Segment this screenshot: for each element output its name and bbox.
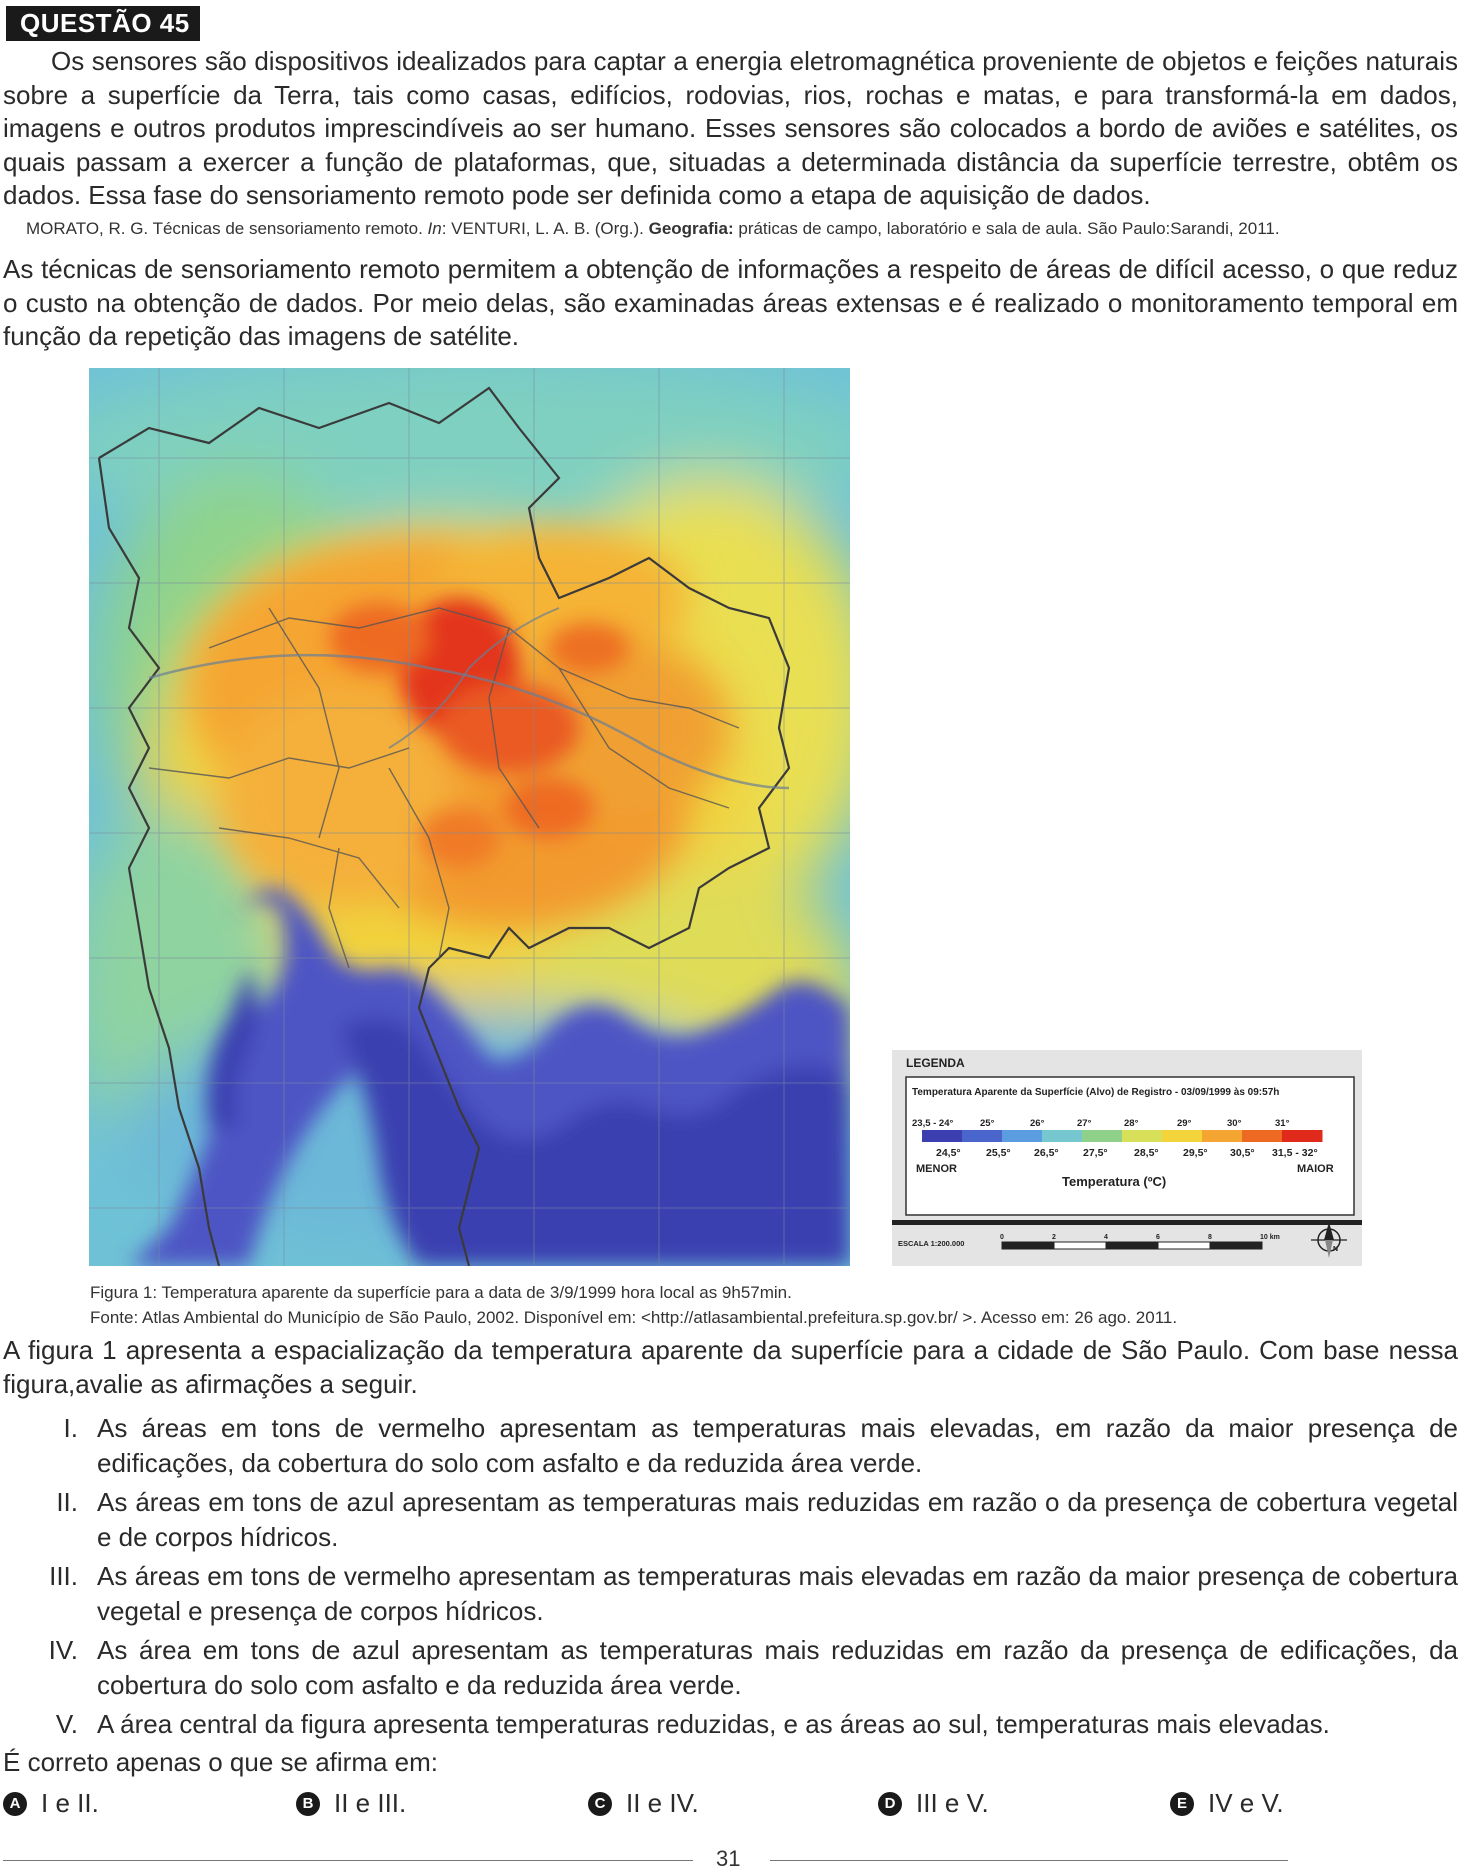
scale-tick-label: 4: [1104, 1234, 1108, 1241]
north-arrow-icon: N: [1311, 1222, 1347, 1258]
option-letter-badge: D: [878, 1791, 902, 1816]
citation-in: In: [427, 219, 442, 238]
legend-top-label: 30°: [1227, 1118, 1242, 1129]
statement-text: As áreas em tons de vermelho apresentam …: [97, 1561, 1458, 1626]
legend-top-label: 23,5 - 24°: [912, 1118, 953, 1129]
footer-rule-right: [770, 1860, 1288, 1861]
legend-bottom-label: 25,5°: [986, 1147, 1011, 1159]
scale-bar-segment: [1001, 1241, 1055, 1250]
statement-text: As áreas em tons de vermelho apresentam …: [97, 1413, 1458, 1478]
temperature-map: [89, 368, 850, 1266]
figure-caption: Figura 1: Temperatura aparente da superf…: [90, 1283, 792, 1302]
legend-top-label: 25°: [980, 1118, 995, 1129]
option-text: IV e V.: [1208, 1788, 1284, 1818]
option-letter-badge: A: [3, 1791, 27, 1816]
citation-part2: : VENTURI, L. A. B. (Org.).: [441, 219, 649, 238]
temperature-map-graphic: [89, 368, 850, 1266]
scale-bar-segment: [1157, 1241, 1211, 1250]
citation-part3: práticas de campo, laboratório e sala de…: [733, 219, 1280, 238]
option-text: II e III.: [334, 1788, 407, 1818]
option-a[interactable]: A I e II.: [3, 1788, 99, 1819]
scale-bar-segment: [1209, 1241, 1263, 1250]
statement-text: As áreas em tons de azul apresentam as t…: [97, 1487, 1458, 1552]
legend-top-label: 26°: [1030, 1118, 1045, 1129]
question-label: QUESTÃO 45: [6, 6, 200, 41]
scale-tick-label: 6: [1156, 1234, 1160, 1241]
legend-top-label: 31°: [1275, 1118, 1290, 1129]
option-letter-badge: C: [588, 1791, 612, 1816]
option-letter-badge: E: [1170, 1791, 1194, 1816]
legend-bottom-label: 27,5°: [1083, 1147, 1108, 1159]
legend-color-swatch: [1082, 1130, 1123, 1142]
option-d[interactable]: D III e V.: [878, 1788, 989, 1819]
scale-bar-segment: [1105, 1241, 1159, 1250]
option-b[interactable]: B II e III.: [296, 1788, 406, 1819]
option-text: I e II.: [41, 1788, 99, 1818]
statement-number: I.: [63, 1413, 78, 1443]
paragraph-question: A figura 1 apresenta a espacialização da…: [3, 1335, 1458, 1399]
scale-tick-label: 2: [1052, 1234, 1056, 1241]
option-c[interactable]: C II e IV.: [588, 1788, 699, 1819]
figure-source: Fonte: Atlas Ambiental do Município de S…: [90, 1308, 1178, 1327]
legend-axis-label: Temperatura (ºC): [1062, 1174, 1166, 1189]
legend-top-label: 29°: [1177, 1118, 1192, 1129]
paragraph-techniques: As técnicas de sensoriamento remoto perm…: [3, 254, 1458, 351]
statement-text: As área em tons de azul apresentam as te…: [97, 1635, 1458, 1700]
legend-top-label: 27°: [1077, 1118, 1092, 1129]
footer-rule-left: [3, 1860, 693, 1861]
paragraph-intro: Os sensores são dispositivos idealizados…: [3, 46, 1458, 210]
legend-color-swatch: [1242, 1130, 1283, 1142]
north-label: N: [1333, 1246, 1338, 1253]
statement-number: IV.: [48, 1635, 78, 1665]
scale-tick-label: 0: [1000, 1234, 1004, 1241]
map-legend: LEGENDA Temperatura Aparente da Superfíc…: [892, 1050, 1362, 1266]
legend-title: LEGENDA: [906, 1056, 965, 1070]
legend-graphic: LEGENDA Temperatura Aparente da Superfíc…: [892, 1056, 1362, 1258]
scale-tick-label: 10 km: [1260, 1234, 1280, 1241]
answer-prompt: É correto apenas o que se afirma em:: [3, 1747, 439, 1777]
legend-subtitle: Temperatura Aparente da Superfície (Alvo…: [912, 1087, 1279, 1098]
statement-number: III.: [49, 1561, 78, 1591]
legend-color-swatch: [1202, 1130, 1243, 1142]
legend-color-swatch: [962, 1130, 1003, 1142]
legend-color-swatch: [1122, 1130, 1163, 1142]
legend-bottom-label: 30,5°: [1230, 1147, 1255, 1159]
scale-bar-segment: [1053, 1241, 1107, 1250]
legend-bottom-label: 24,5°: [936, 1147, 961, 1159]
legend-color-swatch: [1042, 1130, 1083, 1142]
statement-number: II.: [56, 1487, 78, 1517]
legend-bottom-label: 28,5°: [1134, 1147, 1159, 1159]
legend-color-swatch: [1162, 1130, 1203, 1142]
statement-number: V.: [55, 1709, 78, 1739]
statement-text: A área central da figura apresenta tempe…: [97, 1709, 1330, 1739]
citation-part1: MORATO, R. G. Técnicas de sensoriamento …: [26, 219, 428, 238]
scale-tick-label: 8: [1208, 1234, 1212, 1241]
legend-min-label: MENOR: [916, 1163, 957, 1175]
legend-max-label: MAIOR: [1297, 1163, 1334, 1175]
legend-bottom-label: 26,5°: [1034, 1147, 1059, 1159]
option-text: III e V.: [916, 1788, 989, 1818]
legend-color-swatch: [1002, 1130, 1043, 1142]
legend-bottom-label: 29,5°: [1183, 1147, 1208, 1159]
option-text: II e IV.: [626, 1788, 699, 1818]
legend-color-swatch: [922, 1130, 963, 1142]
option-letter-badge: B: [296, 1791, 320, 1816]
legend-bottom-label: 31,5 - 32°: [1272, 1147, 1318, 1159]
citation-bold: Geografia:: [648, 219, 734, 238]
page-number: 31: [716, 1846, 741, 1871]
legend-top-label: 28°: [1124, 1118, 1139, 1129]
legend-color-swatch: [1282, 1130, 1323, 1142]
citation: MORATO, R. G. Técnicas de sensoriamento …: [26, 219, 1458, 239]
option-e[interactable]: E IV e V.: [1170, 1788, 1284, 1819]
scale-label: ESCALA 1:200.000: [898, 1239, 964, 1248]
